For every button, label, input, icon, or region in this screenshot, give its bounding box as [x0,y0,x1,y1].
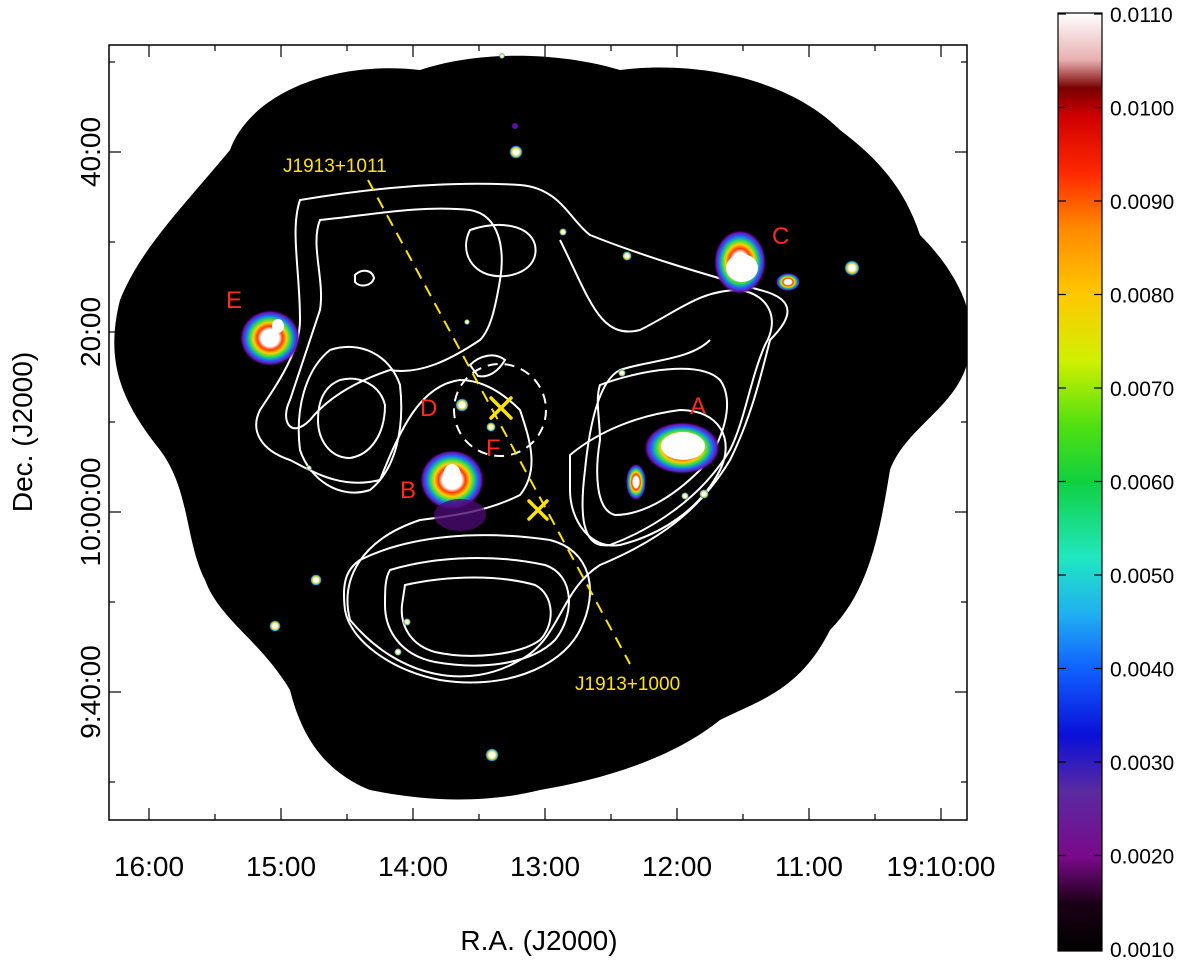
contour-south-2 [383,557,570,667]
point-source [499,53,505,59]
x-tick-label: 16:00 [114,851,184,882]
colorbar-tick-labels: 0.0110 0.0100 0.0090 0.0080 0.0070 0.006… [1110,4,1174,962]
label-source-c: C [772,223,789,250]
colorbar-tick-label: 0.0060 [1110,472,1174,495]
x-axis-ticks [148,45,942,820]
colorbar-ticks [1058,13,1102,950]
contour-left-lobe-2 [316,377,387,460]
label-source-e: E [226,287,242,314]
dashed-region-circle [453,363,547,457]
colorbar-tick-label: 0.0050 [1110,565,1174,588]
source-e-blob [240,310,300,366]
contour-mid-left [285,207,503,430]
contour-right-2 [596,367,728,517]
contour-south-3 [400,576,552,657]
y-tick-label: 9:40:00 [75,645,106,738]
label-pulsar-north: J1913+1011 [283,156,387,177]
point-source [485,748,499,762]
source-a-tail [626,464,646,500]
x-tick-label: 19:10:00 [887,851,996,882]
point-source [310,574,322,586]
point-source [464,319,470,325]
y-tick-label: 20:00 [75,297,106,367]
point-source [559,228,567,236]
colorbar-tick-label: 0.0100 [1110,98,1174,121]
contour-hole-1 [465,224,537,278]
x-tick-label: 12:00 [642,851,712,882]
contour-lines [255,182,789,684]
pulsar-south-cross [527,499,549,521]
source-c-companion [776,273,800,291]
contour-hole-2 [354,269,376,287]
point-source [618,369,626,377]
y-tick-labels: 9:40:00 10:00:00 20:00 40:00 [75,117,106,739]
point-source [269,620,281,632]
point-source [509,145,523,159]
source-d-spot [455,398,469,412]
point-source [681,492,689,500]
label-source-d: D [420,395,437,422]
label-pulsar-south: J1913+1000 [575,674,680,695]
colorbar-tick-label: 0.0040 [1110,659,1174,682]
x-tick-label: 14:00 [378,851,448,882]
label-source-a: A [690,393,706,420]
contour-south-1 [342,534,591,684]
source-b-core [443,464,461,488]
point-source [306,465,312,471]
point-source [622,251,632,261]
pulsar-north-cross [489,396,513,420]
colorbar-tick-label: 0.0110 [1110,4,1173,27]
y-tick-label: 10:00:00 [75,458,106,567]
point-source [844,260,860,276]
source-f-spot [486,422,496,432]
pulsar-proper-motion-line [367,179,631,665]
colorbar-tick-label: 0.0030 [1110,752,1174,775]
x-tick-labels: 16:00 15:00 14:00 13:00 12:00 11:00 19:1… [114,851,996,882]
contour-small-hook [468,354,507,378]
emission-sources [240,53,860,762]
contour-left-lobe-1 [297,345,403,494]
label-source-f: F [486,435,501,462]
source-c-core [726,254,758,282]
point-source [699,489,709,499]
colorbar-tick-label: 0.0070 [1110,378,1174,401]
colorbar-tick-label: 0.0020 [1110,846,1174,869]
contour-outer [255,182,789,678]
label-source-b: B [400,477,416,504]
y-axis-label: Dec. (J2000) [7,352,38,512]
contour-right-1 [559,239,773,547]
point-source [394,648,402,656]
source-b-halo [434,499,486,531]
point-source [403,618,411,626]
contour-right-3 [569,408,727,547]
point-source [512,123,518,129]
x-axis-label: R.A. (J2000) [460,925,617,956]
colorbar-tick-label: 0.0080 [1110,285,1174,308]
source-e-core [272,319,284,333]
source-a-core [661,432,705,460]
y-tick-label: 40:00 [75,117,106,187]
colorbar-tick-label: 0.0010 [1110,939,1174,962]
x-tick-label: 13:00 [510,851,580,882]
colorbar-tick-label: 0.0090 [1110,191,1174,214]
y-axis-ticks [109,61,967,783]
x-tick-label: 15:00 [246,851,316,882]
x-tick-label: 11:00 [775,851,843,882]
